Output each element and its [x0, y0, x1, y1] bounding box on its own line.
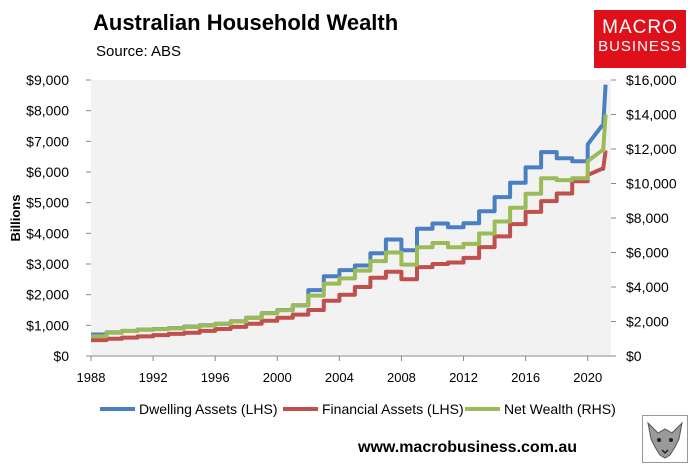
logo-line-1: MACRO: [602, 17, 678, 38]
y-left-tick-label: $4,000: [26, 225, 69, 241]
x-axis: 1988 1992 1996 2000 2004 2008 2012 2016 2020: [77, 356, 602, 385]
y-right-tick-label: $16,000: [626, 72, 677, 88]
x-tick-label: 2000: [263, 370, 292, 385]
legend-label-net-wealth: Net Wealth (RHS): [504, 401, 616, 417]
x-tick-label: 2020: [573, 370, 602, 385]
y-right-tick-label: $2,000: [626, 314, 669, 330]
x-tick-label: 1996: [201, 370, 230, 385]
x-tick-label: 2016: [511, 370, 540, 385]
y-left-tick-label: $8,000: [26, 103, 69, 119]
y-axis-right: $0 $2,000 $4,000 $6,000 $8,000 $10,000 $12,000…: [611, 72, 677, 364]
y-axis-left-title: Billions: [8, 195, 23, 242]
y-right-tick-label: $0: [626, 348, 642, 364]
x-tick-label: 1988: [77, 370, 106, 385]
legend-label-dwelling-assets: Dwelling Assets (LHS): [139, 401, 278, 417]
legend-label-financial-assets: Financial Assets (LHS): [322, 401, 464, 417]
y-left-tick-label: $9,000: [26, 72, 69, 88]
y-right-tick-label: $12,000: [626, 141, 677, 157]
y-left-tick-label: $0: [53, 348, 69, 364]
y-axis-left: $0 $1,000 $2,000 $3,000 $4,000 $5,000 $6,000 $7…: [26, 72, 91, 364]
y-left-tick-label: $7,000: [26, 133, 69, 149]
footer-url[interactable]: www.macrobusiness.com.au: [358, 439, 578, 456]
x-tick-label: 2008: [387, 370, 416, 385]
macrobusiness-logo: MACRO BUSINESS: [594, 10, 686, 68]
y-left-tick-label: $2,000: [26, 287, 69, 303]
y-right-tick-label: $4,000: [626, 279, 669, 295]
source-label: Source: ABS: [96, 43, 182, 60]
svg-text:Billions: Billions: [8, 195, 23, 242]
y-right-tick-label: $8,000: [626, 210, 669, 226]
x-tick-label: 1992: [139, 370, 168, 385]
x-tick-label: 2004: [325, 370, 354, 385]
y-left-tick-label: $1,000: [26, 317, 69, 333]
y-right-tick-label: $6,000: [626, 245, 669, 261]
y-left-tick-label: $5,000: [26, 195, 69, 211]
y-left-tick-label: $6,000: [26, 164, 69, 180]
legend: Dwelling Assets (LHS) Financial Assets (L…: [100, 401, 616, 417]
wolf-logo-icon: [642, 415, 688, 463]
series-group: [91, 84, 608, 343]
y-left-tick-label: $3,000: [26, 256, 69, 272]
y-right-tick-label: $10,000: [626, 176, 677, 192]
logo-line-2: BUSINESS: [598, 38, 682, 55]
series-line-financial-assets: [91, 150, 608, 343]
x-tick-label: 2012: [449, 370, 478, 385]
page-title: Australian Household Wealth: [93, 10, 399, 35]
plot-area: [91, 80, 611, 356]
y-right-tick-label: $14,000: [626, 107, 677, 123]
series-line-net-wealth: [91, 114, 608, 339]
